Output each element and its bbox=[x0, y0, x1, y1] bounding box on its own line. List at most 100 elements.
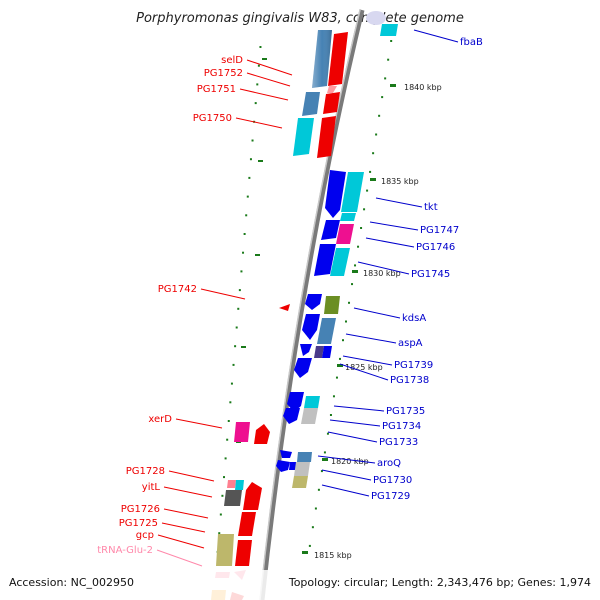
gene-arrow bbox=[235, 540, 252, 566]
minor-tick bbox=[387, 58, 390, 61]
minor-tick bbox=[232, 363, 235, 366]
tick-1815: 1815 kbp bbox=[302, 551, 352, 560]
gene-arrow bbox=[293, 118, 314, 156]
tick-label: 1830 kbp bbox=[363, 269, 401, 278]
leader-line bbox=[175, 418, 223, 429]
gene-label-right[interactable]: PG1747 bbox=[420, 225, 459, 236]
medium-tick bbox=[258, 160, 263, 162]
genome-summary-text: Topology: circular; Length: 2,343,476 bp… bbox=[288, 576, 591, 589]
leader-line bbox=[369, 221, 419, 231]
gene-label-right[interactable]: aspA bbox=[398, 338, 423, 349]
gene-label-left[interactable]: PG1752 bbox=[204, 68, 243, 79]
gene-arrow bbox=[341, 172, 364, 212]
gene-arrow bbox=[243, 482, 262, 510]
gene-arrow bbox=[254, 424, 270, 444]
gene-label-right[interactable]: fbaB bbox=[460, 37, 483, 48]
gene-label-right[interactable]: PG1746 bbox=[416, 242, 455, 253]
leader-line bbox=[342, 355, 393, 366]
minor-tick bbox=[218, 532, 221, 535]
minor-tick bbox=[246, 195, 249, 198]
gene-label-right[interactable]: PG1738 bbox=[390, 375, 429, 386]
leader-line bbox=[163, 508, 209, 519]
minor-tick bbox=[223, 476, 226, 479]
gene-label-right[interactable]: PG1729 bbox=[371, 491, 410, 502]
gene-label-left[interactable]: PG1725 bbox=[119, 518, 158, 529]
tick-mark bbox=[337, 364, 343, 367]
gene-label-left[interactable]: PG1726 bbox=[121, 504, 160, 515]
gene-arrow bbox=[312, 30, 332, 88]
left-label-group: selD PG1752 PG1751 PG1750 PG1742 xerD PG1728 yi… bbox=[97, 55, 293, 567]
gene-arrow bbox=[330, 248, 350, 276]
leader-line bbox=[157, 534, 205, 549]
minor-tick bbox=[254, 102, 257, 105]
gene-label-right[interactable]: aroQ bbox=[377, 458, 401, 469]
gene-label-right[interactable]: PG1730 bbox=[373, 475, 412, 486]
leader-line bbox=[321, 469, 372, 481]
gene-label-left[interactable]: PG1751 bbox=[197, 84, 236, 95]
gene-fbaB bbox=[380, 24, 398, 36]
leader-line bbox=[357, 261, 410, 275]
minor-tick bbox=[351, 283, 354, 286]
gene-arrow bbox=[238, 512, 256, 536]
gene-arrow bbox=[294, 358, 312, 378]
minor-tick bbox=[369, 170, 372, 173]
gene-label-right[interactable]: PG1735 bbox=[386, 406, 425, 417]
gene-label-right[interactable]: PG1739 bbox=[394, 360, 433, 371]
gene-label-right[interactable]: PG1745 bbox=[411, 269, 450, 280]
leader-line bbox=[353, 307, 401, 319]
minor-tick bbox=[224, 457, 227, 460]
leader-line bbox=[317, 455, 376, 464]
gene-label-right[interactable]: kdsA bbox=[402, 313, 426, 324]
gene-label-left[interactable]: selD bbox=[221, 55, 243, 66]
gene-label-left[interactable]: PG1750 bbox=[193, 113, 232, 124]
tick-mark bbox=[352, 270, 358, 273]
minor-tick bbox=[378, 114, 381, 117]
leader-line bbox=[345, 333, 397, 344]
minor-tick bbox=[390, 40, 393, 42]
leader-line bbox=[246, 59, 293, 76]
minor-tick bbox=[354, 264, 357, 267]
gene-label-right[interactable]: tkt bbox=[424, 202, 438, 213]
minor-tick bbox=[248, 176, 251, 179]
leader-line bbox=[333, 405, 385, 412]
gene-arrow bbox=[301, 408, 318, 424]
gene-arrow bbox=[325, 170, 346, 218]
tick-mark bbox=[322, 458, 328, 461]
minor-tick bbox=[366, 189, 369, 192]
minor-tick bbox=[251, 139, 254, 142]
minor-tick bbox=[243, 233, 246, 235]
tick-mark bbox=[302, 551, 308, 554]
gene-label-left[interactable]: PG1728 bbox=[126, 466, 165, 477]
gene-label-left[interactable]: gcp bbox=[136, 530, 154, 541]
minor-tick bbox=[256, 83, 259, 86]
tick-mark bbox=[370, 178, 376, 181]
tick-label: 1820 kbp bbox=[331, 457, 369, 466]
minor-tick bbox=[384, 77, 387, 80]
minor-tick bbox=[311, 526, 314, 529]
tick-1820: 1820 kbp bbox=[322, 457, 369, 466]
gene-label-left[interactable]: tRNA-Glu-2 bbox=[97, 545, 153, 556]
gene-arrow bbox=[323, 92, 340, 114]
minor-tick bbox=[259, 46, 262, 48]
gene-arrow bbox=[283, 408, 300, 424]
gene-group-top-steel bbox=[293, 30, 332, 156]
gene-label-left[interactable]: PG1742 bbox=[158, 284, 197, 295]
minor-tick bbox=[335, 376, 338, 379]
minor-tick bbox=[242, 251, 245, 254]
minor-tick bbox=[317, 488, 320, 491]
leader-line bbox=[327, 431, 378, 443]
gene-arrow bbox=[292, 476, 308, 488]
gene-label-right[interactable]: PG1733 bbox=[379, 437, 418, 448]
gene-arrow bbox=[321, 220, 340, 240]
gene-label-left[interactable]: xerD bbox=[148, 414, 172, 425]
minor-tick bbox=[240, 270, 243, 273]
leader-line bbox=[339, 363, 389, 381]
gene-label-left[interactable]: yitL bbox=[142, 482, 161, 493]
gene-arrow bbox=[322, 346, 332, 358]
leader-line bbox=[200, 288, 246, 300]
medium-tick bbox=[255, 254, 260, 256]
gene-arrow bbox=[336, 224, 354, 244]
gene-group-aroQ bbox=[276, 450, 312, 488]
gene-label-right[interactable]: PG1734 bbox=[382, 421, 421, 432]
